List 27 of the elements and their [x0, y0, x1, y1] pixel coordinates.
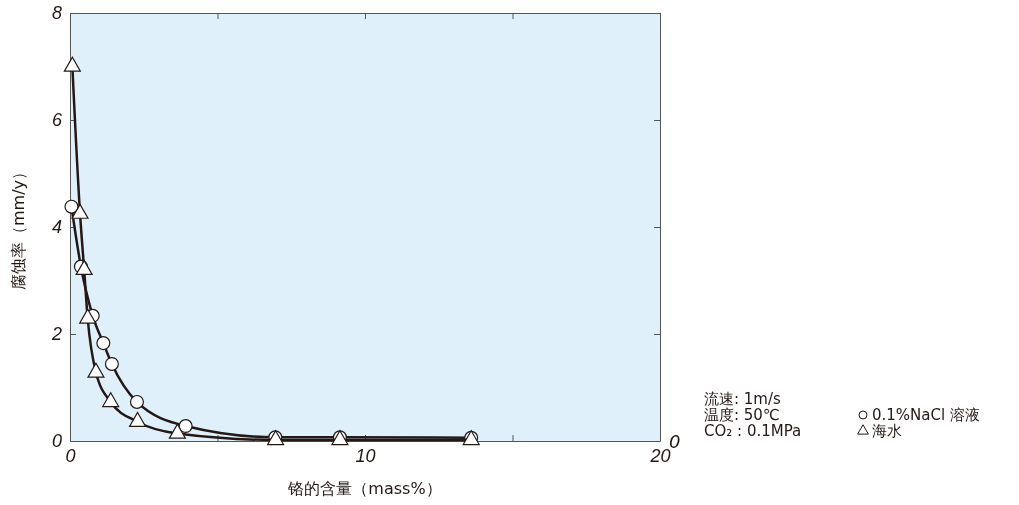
legend-label: 海水 [872, 422, 902, 440]
point [79, 308, 97, 324]
point [87, 362, 105, 378]
y-tick-label: 8 [51, 3, 62, 24]
y-tick-label: 6 [51, 110, 63, 131]
point [129, 394, 144, 409]
x-tick-label: 0 [65, 445, 76, 466]
point [104, 356, 119, 371]
text: 0 [669, 431, 681, 452]
legend-label: 0.1%NaCl 溶液 [872, 406, 980, 424]
y-axis-title: 腐蚀率（mm/y） [9, 163, 28, 291]
y-tick-label: 4 [51, 217, 62, 238]
x-axis-title: 铬的含量（mass%） [287, 479, 442, 498]
x-tick-label: 20 [649, 445, 671, 466]
text: CO₂ : 0.1MPa [704, 422, 802, 440]
point [64, 199, 79, 214]
point [96, 336, 111, 351]
point [178, 419, 193, 434]
point [71, 203, 89, 219]
point [63, 56, 81, 72]
y-tick-label: 0 [51, 431, 62, 452]
text: 温度: 50℃ [704, 406, 780, 424]
y-tick-label: 2 [50, 324, 62, 345]
text: 流速: 1m/s [704, 390, 782, 408]
x-tick-label: 10 [355, 445, 376, 466]
point [102, 392, 120, 408]
point [75, 260, 93, 275]
